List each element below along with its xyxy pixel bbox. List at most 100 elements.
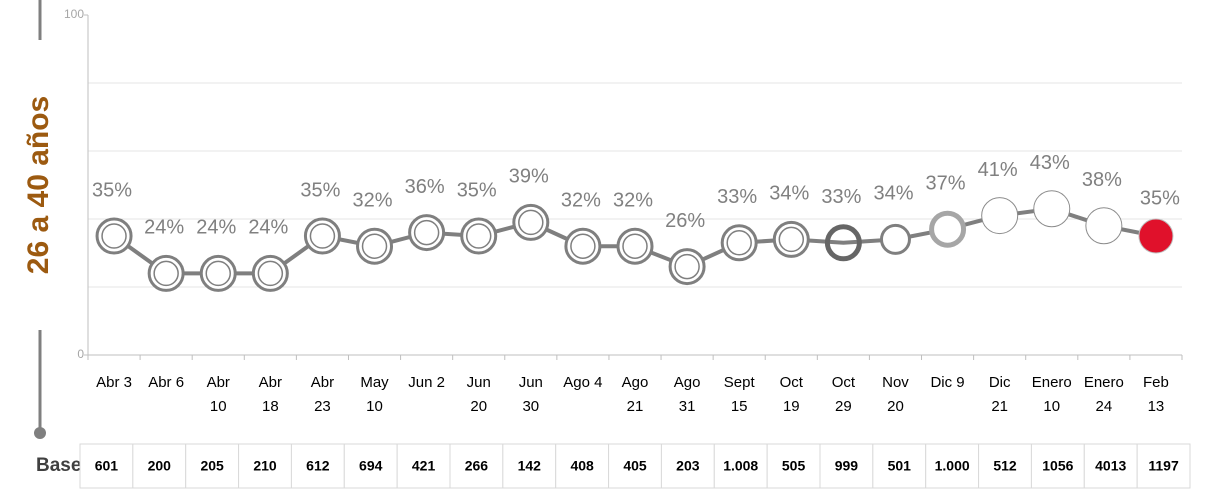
x-tick-label-line: Oct (832, 374, 856, 391)
marker-inner (570, 233, 596, 259)
base-value: 501 (888, 458, 912, 474)
marker (824, 224, 862, 262)
table-cell (290, 443, 345, 489)
marker-inner (153, 260, 179, 287)
x-tick-label-line: Enero (1084, 374, 1124, 391)
x-tick-label-line: 31 (679, 398, 696, 415)
x-tick-label: Abr 23 (311, 374, 334, 415)
base-value: 1.000 (935, 458, 970, 474)
base-value: 200 (148, 458, 172, 474)
base-label: Base: (36, 455, 88, 476)
x-tick-label-line: Feb (1143, 374, 1169, 391)
marker (1033, 190, 1071, 228)
base-value: 405 (623, 458, 647, 474)
value-label: 24% (144, 217, 184, 239)
x-tick-label: May 10 (360, 374, 389, 415)
table-cell (132, 443, 187, 489)
value-label: 32% (613, 189, 653, 211)
table-cell (79, 443, 134, 489)
table-cell (713, 443, 768, 489)
base-value: 1056 (1042, 458, 1073, 474)
x-tick-label: Ago 4 (563, 374, 602, 391)
x-tick-label: Ago 31 (674, 374, 701, 415)
x-tick-label: Abr 6 (148, 374, 184, 391)
base-value: 205 (200, 458, 224, 474)
base-value: 421 (412, 458, 436, 474)
base-value: 505 (782, 458, 806, 474)
x-tick-label-line: Jun (467, 374, 491, 391)
marker-inner (674, 253, 700, 280)
x-tick-label: Enero 10 (1032, 374, 1072, 415)
y-axis-label: 26 a 40 años (22, 96, 55, 274)
base-value: 999 (835, 458, 859, 474)
value-label: 38% (1082, 169, 1122, 191)
value-label: 26% (665, 210, 705, 232)
base-value: 1.008 (723, 458, 758, 474)
marker-inner (361, 233, 388, 259)
x-tick-label-line: 10 (210, 398, 227, 415)
marker (1085, 207, 1123, 245)
value-label: 35% (1140, 187, 1180, 209)
value-label: 34% (769, 183, 809, 205)
x-tick-label: Abr 3 (96, 374, 132, 391)
x-tick-label-line: May (360, 374, 389, 391)
axis-decor-dot (34, 427, 46, 439)
value-label: 35% (92, 179, 132, 201)
x-tick-label-line: 19 (783, 398, 800, 415)
value-label: 39% (509, 166, 549, 188)
x-tick-label: Dic 21 (989, 374, 1011, 415)
x-tick-label-line: Abr (207, 374, 230, 391)
base-value: 266 (465, 458, 489, 474)
x-tick-label-line: 10 (1043, 398, 1060, 415)
base-value: 408 (570, 458, 594, 474)
table-cell (925, 443, 980, 489)
value-label: 36% (405, 176, 445, 198)
x-tick-label-line: 20 (470, 398, 487, 415)
x-tick-label-line: 15 (731, 398, 748, 415)
table-cell (978, 443, 1032, 489)
x-tick-label-line: 13 (1148, 398, 1165, 415)
marker-inner (622, 233, 648, 259)
x-tick-label-line: Jun (519, 374, 543, 391)
base-value: 694 (359, 458, 383, 474)
base-value: 1197 (1148, 458, 1179, 474)
marker (1138, 218, 1174, 254)
x-tick-label-line: 18 (262, 398, 279, 415)
x-tick-label-line: Ago (622, 374, 649, 391)
table-cell (1083, 443, 1138, 489)
x-tick-label-line: Oct (780, 374, 804, 391)
base-value: 203 (676, 458, 700, 474)
x-tick-label-line: Abr (311, 374, 334, 391)
x-tick-label: Jun 2 (408, 374, 445, 391)
x-tick-label: Enero 24 (1084, 374, 1124, 415)
table-cell (1136, 443, 1191, 489)
x-tick-label-line: Enero (1032, 374, 1072, 391)
x-tick-label: Abr 10 (207, 374, 230, 415)
table-cell (608, 443, 662, 489)
x-tick-label-line: Nov (882, 374, 909, 391)
x-tick-label: Dic 9 (930, 374, 964, 391)
x-tick-label-line: 20 (887, 398, 904, 415)
x-tick-label-line: 21 (627, 398, 644, 415)
table-cell (396, 443, 451, 489)
x-tick-label: Jun 30 (519, 374, 543, 415)
x-tick-label: Nov 20 (882, 374, 909, 415)
table-cell (238, 443, 292, 489)
table-cell (872, 443, 927, 489)
x-tick-label: Abr 18 (259, 374, 282, 415)
value-label: 24% (196, 217, 236, 239)
table-cell (185, 443, 240, 489)
x-tick-label-line: Sept (724, 374, 756, 391)
marker-inner (726, 230, 752, 256)
value-label: 43% (1030, 152, 1070, 174)
x-tick-label-line: Ago (674, 374, 701, 391)
x-tick-label-line: 24 (1096, 398, 1113, 415)
marker-inner (309, 223, 336, 249)
x-tick-label-line: Dic (989, 374, 1011, 391)
value-label: 33% (821, 186, 861, 208)
x-tick-label: Jun 20 (467, 374, 491, 415)
value-label: 41% (978, 159, 1018, 181)
marker-inner (257, 260, 284, 287)
marker (981, 197, 1019, 235)
value-label: 32% (353, 189, 393, 211)
